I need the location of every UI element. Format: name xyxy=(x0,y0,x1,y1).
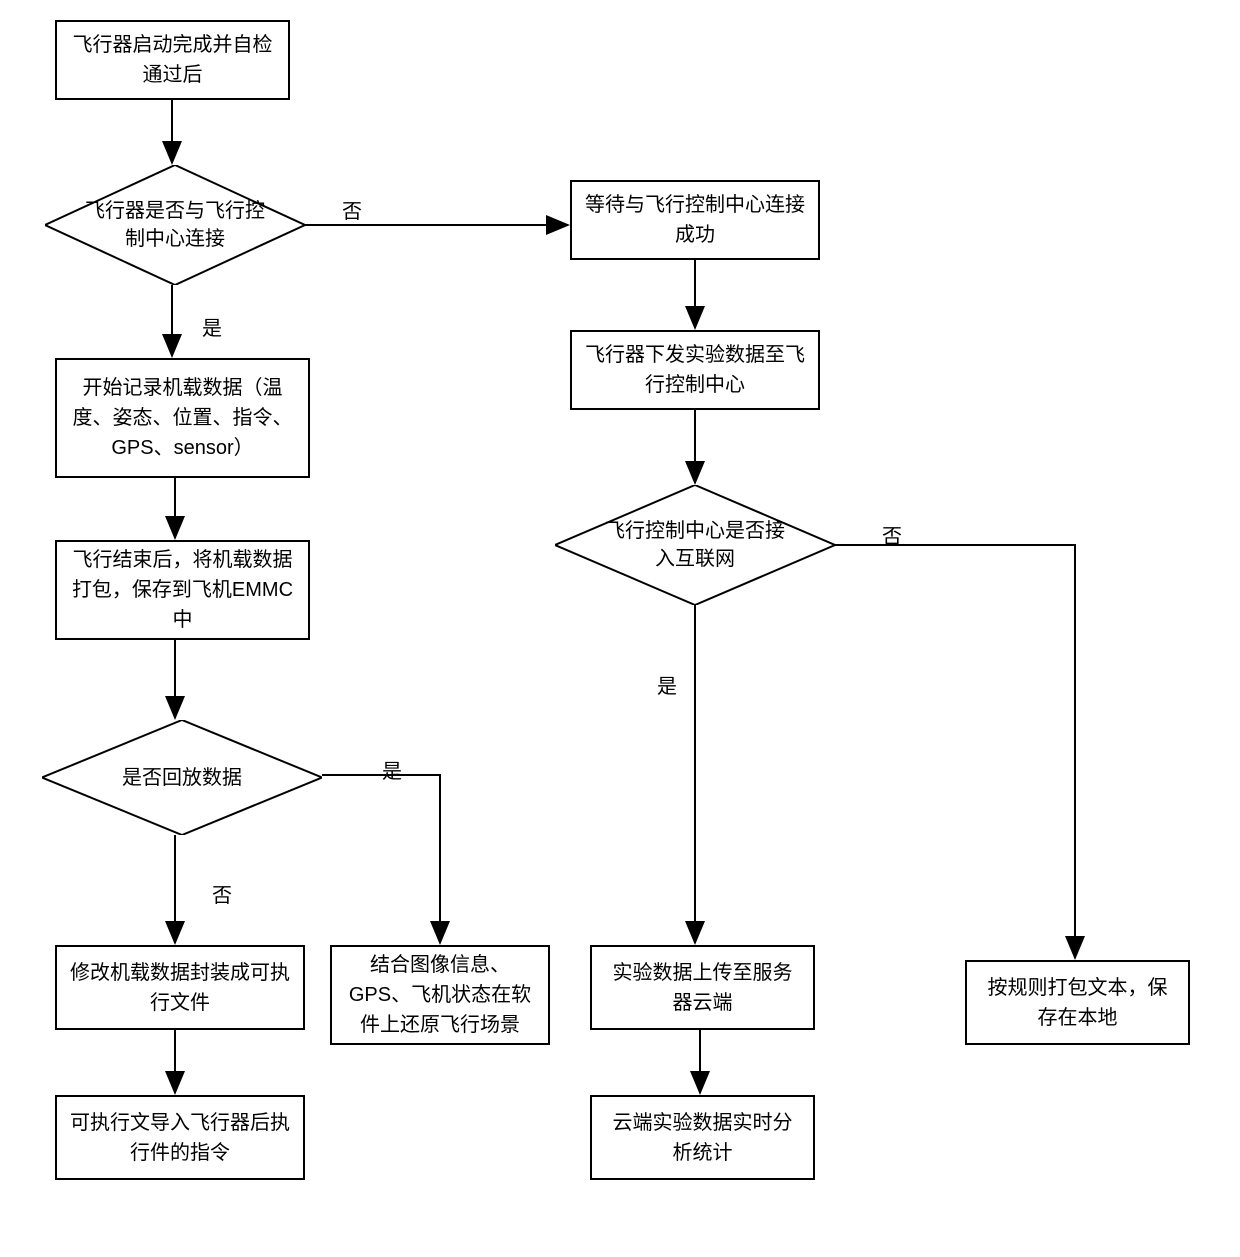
edge-label-no: 否 xyxy=(340,195,364,224)
node-wait-connection: 等待与飞行控制中心连接成功 xyxy=(570,180,820,260)
node-upload-cloud: 实验数据上传至服务器云端 xyxy=(590,945,815,1030)
node-text: 飞行器启动完成并自检通过后 xyxy=(69,30,276,90)
decision-playback: 是否回放数据 xyxy=(42,720,322,835)
edge-label-yes: 是 xyxy=(200,312,224,341)
node-text: 按规则打包文本，保存在本地 xyxy=(979,973,1176,1033)
edge-label-no: 否 xyxy=(210,879,234,908)
node-text: 飞行器下发实验数据至飞行控制中心 xyxy=(584,340,806,400)
decision-internet: 飞行控制中心是否接入互联网 xyxy=(555,485,835,605)
edge-label-yes: 是 xyxy=(380,755,404,784)
node-text: 是否回放数据 xyxy=(122,764,242,792)
node-text: 飞行器是否与飞行控制中心连接 xyxy=(80,197,270,253)
node-text: 结合图像信息、GPS、飞机状态在软件上还原飞行场景 xyxy=(344,950,536,1040)
edge-label-yes: 是 xyxy=(655,670,679,699)
node-text: 实验数据上传至服务器云端 xyxy=(604,958,801,1018)
node-start: 飞行器启动完成并自检通过后 xyxy=(55,20,290,100)
node-execute-instructions: 可执行文导入飞行器后执行件的指令 xyxy=(55,1095,305,1180)
node-text: 开始记录机载数据（温度、姿态、位置、指令、GPS、sensor） xyxy=(69,373,296,463)
node-save-emmc: 飞行结束后，将机载数据打包，保存到飞机EMMC中 xyxy=(55,540,310,640)
node-text: 可执行文导入飞行器后执行件的指令 xyxy=(69,1108,291,1168)
node-cloud-analysis: 云端实验数据实时分析统计 xyxy=(590,1095,815,1180)
node-text: 等待与飞行控制中心连接成功 xyxy=(584,190,806,250)
node-text: 修改机载数据封装成可执行文件 xyxy=(69,958,291,1018)
node-text: 云端实验数据实时分析统计 xyxy=(604,1108,801,1168)
node-modify-executable: 修改机载数据封装成可执行文件 xyxy=(55,945,305,1030)
decision-connected: 飞行器是否与飞行控制中心连接 xyxy=(45,165,305,285)
node-text: 飞行控制中心是否接入互联网 xyxy=(600,517,790,573)
node-text: 飞行结束后，将机载数据打包，保存到飞机EMMC中 xyxy=(69,545,296,635)
edge-label-no: 否 xyxy=(880,520,904,549)
node-restore-scene: 结合图像信息、GPS、飞机状态在软件上还原飞行场景 xyxy=(330,945,550,1045)
node-send-experiment-data: 飞行器下发实验数据至飞行控制中心 xyxy=(570,330,820,410)
node-record-data: 开始记录机载数据（温度、姿态、位置、指令、GPS、sensor） xyxy=(55,358,310,478)
node-save-local: 按规则打包文本，保存在本地 xyxy=(965,960,1190,1045)
